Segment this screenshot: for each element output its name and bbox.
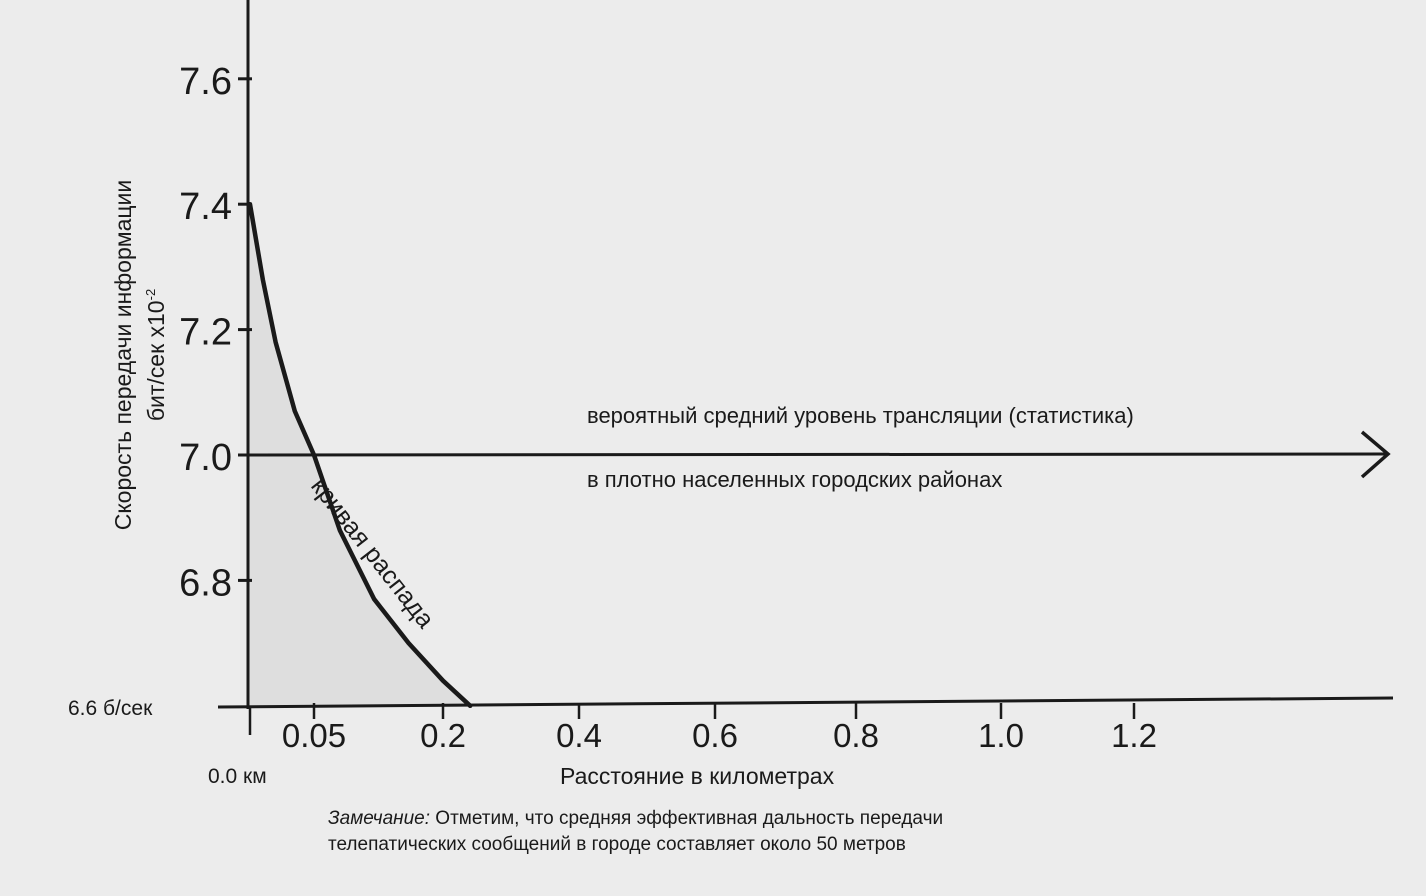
y-axis-exponent: -2 (143, 288, 159, 301)
x-axis-line (217, 696, 1394, 709)
y-tick-label-3: 7.0 (179, 437, 232, 479)
footnote-text-2: телепатических сообщений в городе состав… (328, 834, 906, 855)
x-tick-label-6: 1.2 (1111, 717, 1157, 754)
reference-line (247, 452, 1389, 457)
reference-line-label-top: вероятный средний уровень трансляции (ст… (587, 403, 1134, 428)
x-tick-label-4: 0.8 (833, 717, 879, 754)
y-axis-unit: бит/сек х10 (142, 300, 169, 422)
decay-curve-line (247, 201, 473, 709)
y-axis-label-line2: бит/сек х10-2 (137, 180, 170, 531)
reference-line-arrowhead (1360, 430, 1391, 479)
y-axis-label-line1: Скорость передачи информации (110, 179, 137, 531)
y-tick-label-4: 6.8 (179, 562, 232, 604)
x-tick-label-3: 0.6 (692, 717, 738, 754)
y-tick-label-1: 7.4 (179, 186, 232, 228)
y-tick-label-2: 7.2 (179, 312, 232, 354)
origin-label: 0.0 км (208, 765, 267, 788)
y-axis-label: Скорость передачи информации бит/сек х10… (110, 180, 170, 531)
x-tick-label-5: 1.0 (978, 717, 1024, 754)
x-axis-label: Расстояние в километрах (560, 763, 835, 789)
footnote-text-1: Отметим, что средняя эффективная дальнос… (430, 808, 944, 829)
area-under-curve (248, 204, 471, 707)
x-tick-label-1: 0.2 (420, 717, 466, 754)
footnote-lead: Замечание: (328, 808, 431, 829)
footnote: Замечание: Отметим, что средняя эффектив… (328, 806, 943, 858)
baseline-label: 6.6 б/сек (68, 697, 153, 720)
x-tick-label-2: 0.4 (556, 717, 602, 754)
x-tick-label-0: 0.05 (282, 717, 346, 754)
y-tick-label-0: 7.6 (179, 61, 232, 103)
reference-line-label-bottom: в плотно населенных городских районах (587, 467, 1003, 492)
